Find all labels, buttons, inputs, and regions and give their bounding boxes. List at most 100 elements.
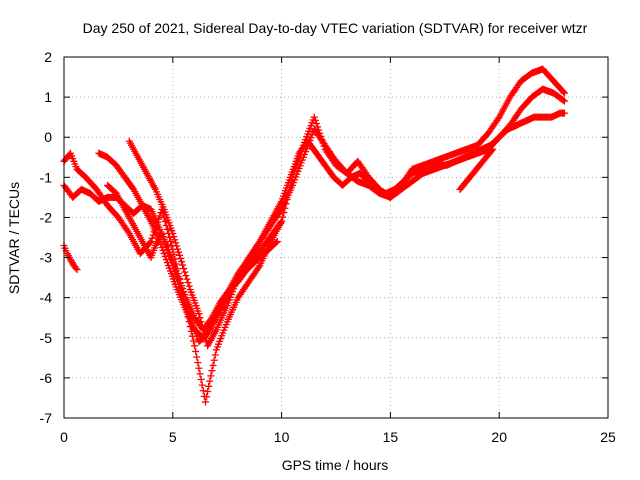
data-point [183,275,191,283]
data-point [210,356,218,364]
data-point [181,299,189,307]
data-point [209,361,217,369]
data-point [195,364,203,372]
data-point [191,342,199,350]
data-point [560,97,568,105]
data-point [185,282,193,290]
data-point [159,247,167,255]
data-points [60,65,568,406]
data-point [183,305,191,313]
data-point [160,250,168,258]
data-point [560,109,568,117]
data-point [279,213,287,221]
data-point [124,228,132,236]
data-point [173,242,181,250]
data-point [170,233,178,241]
data-point [310,113,318,121]
data-point [273,238,281,246]
data-point [278,217,286,225]
data-point [184,308,192,316]
data-point [159,233,167,241]
series-track-g [456,145,497,193]
data-point [207,372,215,380]
data-point [147,238,155,246]
data-point [161,239,169,247]
data-point [163,225,171,233]
x-axis-label: GPS time / hours [282,457,389,473]
x-tick-label: 10 [274,429,290,445]
data-point [311,116,319,124]
data-point [559,96,567,104]
data-point [185,311,193,319]
data-point [176,283,184,291]
data-point [170,265,178,273]
x-tick-label: 0 [60,429,68,445]
plot-frame [63,56,609,419]
data-point [177,254,185,262]
data-point [195,310,203,318]
y-tick-label: -3 [40,250,53,266]
series-track-f [60,242,81,274]
data-point [174,277,182,285]
data-point [68,259,76,267]
series-track-e [104,181,281,346]
data-point [198,381,206,389]
data-point [174,245,182,253]
data-point [206,377,214,385]
data-point [168,258,176,266]
data-point [172,271,180,279]
data-point [189,337,197,345]
data-point [494,115,502,123]
data-point [193,353,201,361]
data-point [67,257,75,265]
data-point [488,146,496,154]
data-point [194,359,202,367]
data-point [73,266,81,274]
data-point [178,290,186,298]
data-point [166,234,174,241]
data-point [160,236,168,244]
x-tick-label: 15 [383,429,399,445]
data-point [164,249,172,257]
y-tick-label: -6 [40,370,53,386]
data-point [171,268,179,276]
data-point [560,89,568,97]
y-tick-label: -1 [40,169,53,185]
data-point [182,302,190,310]
y-tick-label: 0 [44,129,52,145]
data-point [167,255,175,263]
data-point [179,261,187,269]
data-point [72,264,80,272]
x-tick-label: 5 [169,429,177,445]
data-point [199,387,207,395]
y-tick-label: 1 [44,89,52,105]
x-tick-label: 25 [600,429,616,445]
data-point [182,272,190,280]
data-point [179,293,187,301]
data-point [176,251,184,259]
y-tick-label: -5 [40,330,53,346]
data-point [173,274,181,282]
data-point [175,280,183,288]
data-point [312,120,320,128]
data-point [146,239,154,247]
data-point [489,145,497,153]
data-point [67,256,75,264]
data-point [163,246,171,254]
data-point [204,388,212,396]
y-tick-label: -2 [40,209,53,225]
data-point [277,219,285,227]
data-point [205,382,213,390]
data-point [197,375,205,383]
data-point [272,238,280,246]
data-point [201,398,209,406]
data-point [158,229,166,237]
data-point [166,252,174,260]
data-point [175,248,183,256]
data-point [172,239,180,247]
y-tick-label: 2 [44,49,52,65]
data-point [203,393,211,401]
data-point [171,236,179,244]
data-point [177,287,185,295]
